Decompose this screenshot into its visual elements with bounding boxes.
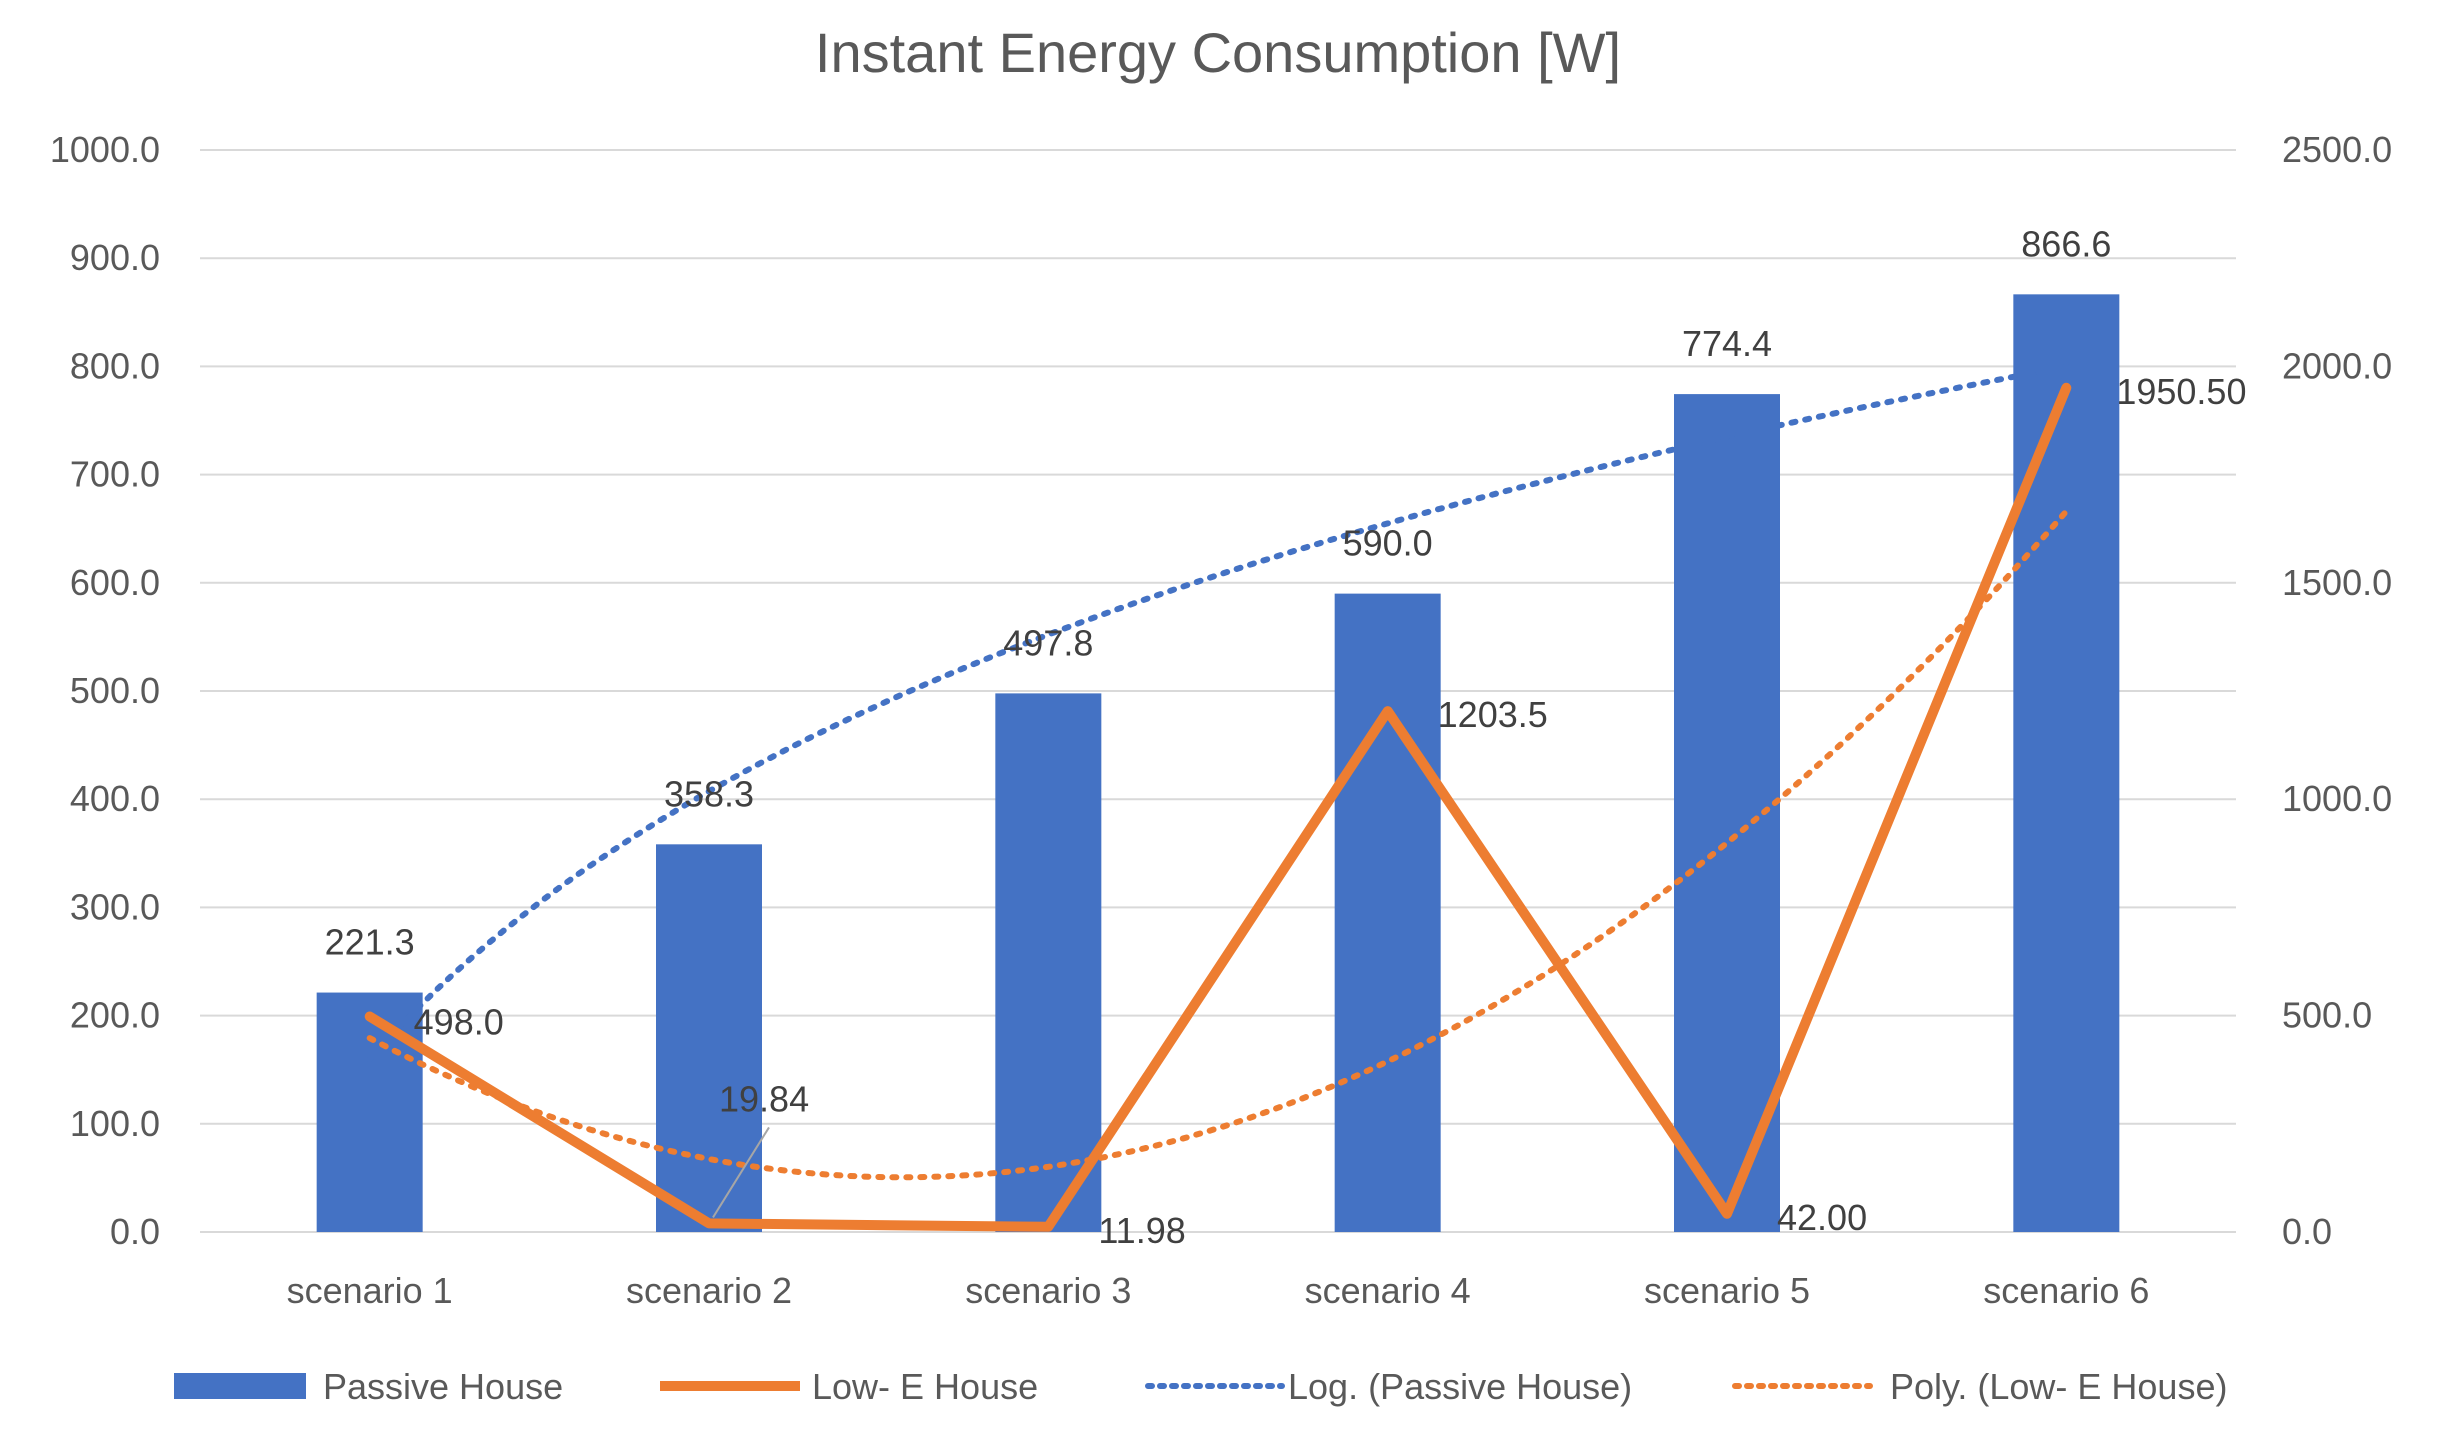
line-data-label: 42.00 [1777,1197,1867,1238]
bar [656,844,762,1232]
line-data-label: 11.98 [1098,1210,1185,1251]
left-axis-tick-label: 900.0 [70,237,160,278]
line-point [367,1014,372,1019]
left-axis-tick-label: 500.0 [70,670,160,711]
category-labels: scenario 1 scenario 2 scenario 3 scenario 4… [287,1270,2150,1311]
right-axis-tick-label: 2500.0 [2282,129,2392,170]
label-leader-line [712,1126,770,1218]
legend-swatch-passive-house [174,1373,306,1399]
bar-data-label: 358.3 [664,773,754,814]
bar [316,992,423,1232]
category-label: scenario 2 [626,1270,792,1311]
right-axis-tick-label: 500.0 [2282,995,2372,1036]
line-data-label: 19.84 [719,1078,809,1119]
line-point [1725,1211,1729,1216]
left-axis-ticks: 0.0 100.0 200.0 300.0 400.0 500.0 600.0 700.0 80… [50,129,160,1252]
bar-data-label: 497.8 [1003,622,1093,663]
category-label: scenario 3 [965,1270,1131,1311]
right-axis-tick-label: 1000.0 [2282,778,2392,819]
legend-label-log-trendline: Log. (Passive House) [1288,1366,1632,1407]
category-label: scenario 5 [1644,1270,1810,1311]
left-axis-tick-label: 100.0 [70,1103,160,1144]
left-axis-tick-label: 600.0 [70,562,160,603]
right-axis-tick-label: 0.0 [2282,1211,2332,1252]
low-e-house-series-line [364,382,2072,1232]
line-data-labels: 498.0 19.84 11.98 1203.5 42.00 1950.50 [414,371,2247,1251]
line-point [1046,1224,1051,1229]
category-label: scenario 1 [287,1270,453,1311]
left-axis-tick-label: 400.0 [70,778,160,819]
bar-data-label: 590.0 [1343,523,1433,564]
low-e-house-line [364,382,2072,1232]
category-label: scenario 4 [1305,1270,1471,1311]
legend: Passive House Low- E House Log. (Passive… [174,1366,2227,1407]
poly-trendline-lowe [366,508,2070,1181]
bar-data-label: 221.3 [325,922,415,963]
bar [1334,593,1441,1232]
left-axis-tick-label: 1000.0 [50,129,160,170]
chart-title: Instant Energy Consumption [W] [815,21,1621,84]
line-point [707,1221,711,1226]
bar [995,693,1102,1232]
poly-trendline-path [366,508,2070,1181]
line-point [2064,385,2069,390]
bar-data-label: 866.6 [2021,223,2111,264]
bar-data-labels: 221.3 358.3 497.8 590.0 774.4 866.6 [325,223,2112,962]
left-axis-tick-label: 0.0 [110,1211,160,1252]
passive-house-bars [316,294,2120,1232]
line-point [1385,709,1390,714]
legend-label-low-e-house: Low- E House [812,1366,1038,1407]
line-data-label: 498.0 [414,1001,504,1042]
left-axis-tick-label: 700.0 [70,454,160,495]
line-data-label: 1203.5 [1438,694,1548,735]
log-trendline-passive [366,363,2070,1063]
left-axis-tick-label: 200.0 [70,995,160,1036]
right-axis-tick-label: 2000.0 [2282,345,2392,386]
legend-label-passive-house: Passive House [323,1366,563,1407]
right-axis-ticks: 0.0 500.0 1000.0 1500.0 2000.0 2500.0 [2282,129,2392,1252]
category-label: scenario 6 [1983,1270,2149,1311]
left-axis-tick-label: 800.0 [70,345,160,386]
bar-data-label: 774.4 [1682,323,1772,364]
right-axis-tick-label: 1500.0 [2282,562,2392,603]
log-trendline-path [366,363,2070,1063]
gridlines [200,149,2236,1233]
line-data-label: 1950.50 [2116,371,2246,412]
left-axis-tick-label: 300.0 [70,886,160,927]
bar [2013,294,2120,1232]
legend-label-poly-trendline: Poly. (Low- E House) [1890,1366,2227,1407]
